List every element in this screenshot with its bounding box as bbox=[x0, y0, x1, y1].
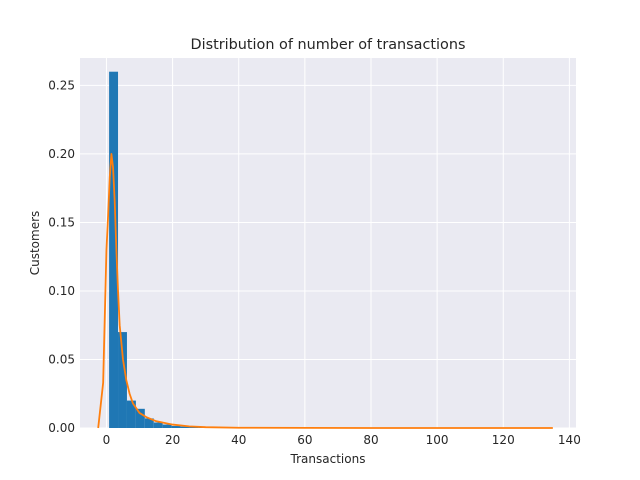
x-tick-label: 0 bbox=[103, 433, 111, 447]
plot-area bbox=[80, 58, 576, 428]
grid bbox=[80, 58, 576, 429]
y-tick-labels: 0.00 0.05 0.10 0.15 0.20 0.25 bbox=[48, 78, 75, 435]
histogram-bar bbox=[126, 400, 136, 428]
x-tick-label: 140 bbox=[558, 433, 581, 447]
histogram-bar bbox=[118, 332, 127, 428]
x-axis-title: Transactions bbox=[290, 452, 366, 466]
y-axis-title: Customers bbox=[28, 211, 42, 276]
histogram-bar bbox=[153, 422, 163, 428]
x-tick-label: 40 bbox=[231, 433, 246, 447]
x-tick-labels: 0 20 40 60 80 100 120 140 bbox=[103, 433, 581, 447]
y-tick-label: 0.25 bbox=[48, 78, 75, 92]
x-tick-label: 80 bbox=[363, 433, 378, 447]
kde-layer bbox=[97, 153, 553, 429]
y-tick-label: 0.15 bbox=[48, 215, 75, 229]
kde-line bbox=[97, 153, 553, 429]
y-tick-label: 0.10 bbox=[48, 284, 75, 298]
y-tick-label: 0.05 bbox=[48, 352, 75, 366]
y-tick-label: 0.20 bbox=[48, 147, 75, 161]
y-tick-label: 0.00 bbox=[48, 421, 75, 435]
histogram-bar bbox=[162, 424, 172, 428]
x-tick-label: 100 bbox=[426, 433, 449, 447]
histogram-bar bbox=[189, 427, 199, 428]
x-tick-label: 120 bbox=[492, 433, 515, 447]
chart-title: Distribution of number of transactions bbox=[191, 37, 466, 53]
histogram-bar bbox=[135, 408, 145, 428]
histogram-bar bbox=[109, 71, 119, 428]
histogram-bar bbox=[171, 425, 181, 428]
x-tick-label: 60 bbox=[297, 433, 312, 447]
histogram-bar bbox=[144, 418, 154, 428]
histogram-bar bbox=[180, 426, 190, 428]
x-tick-label: 20 bbox=[165, 433, 180, 447]
